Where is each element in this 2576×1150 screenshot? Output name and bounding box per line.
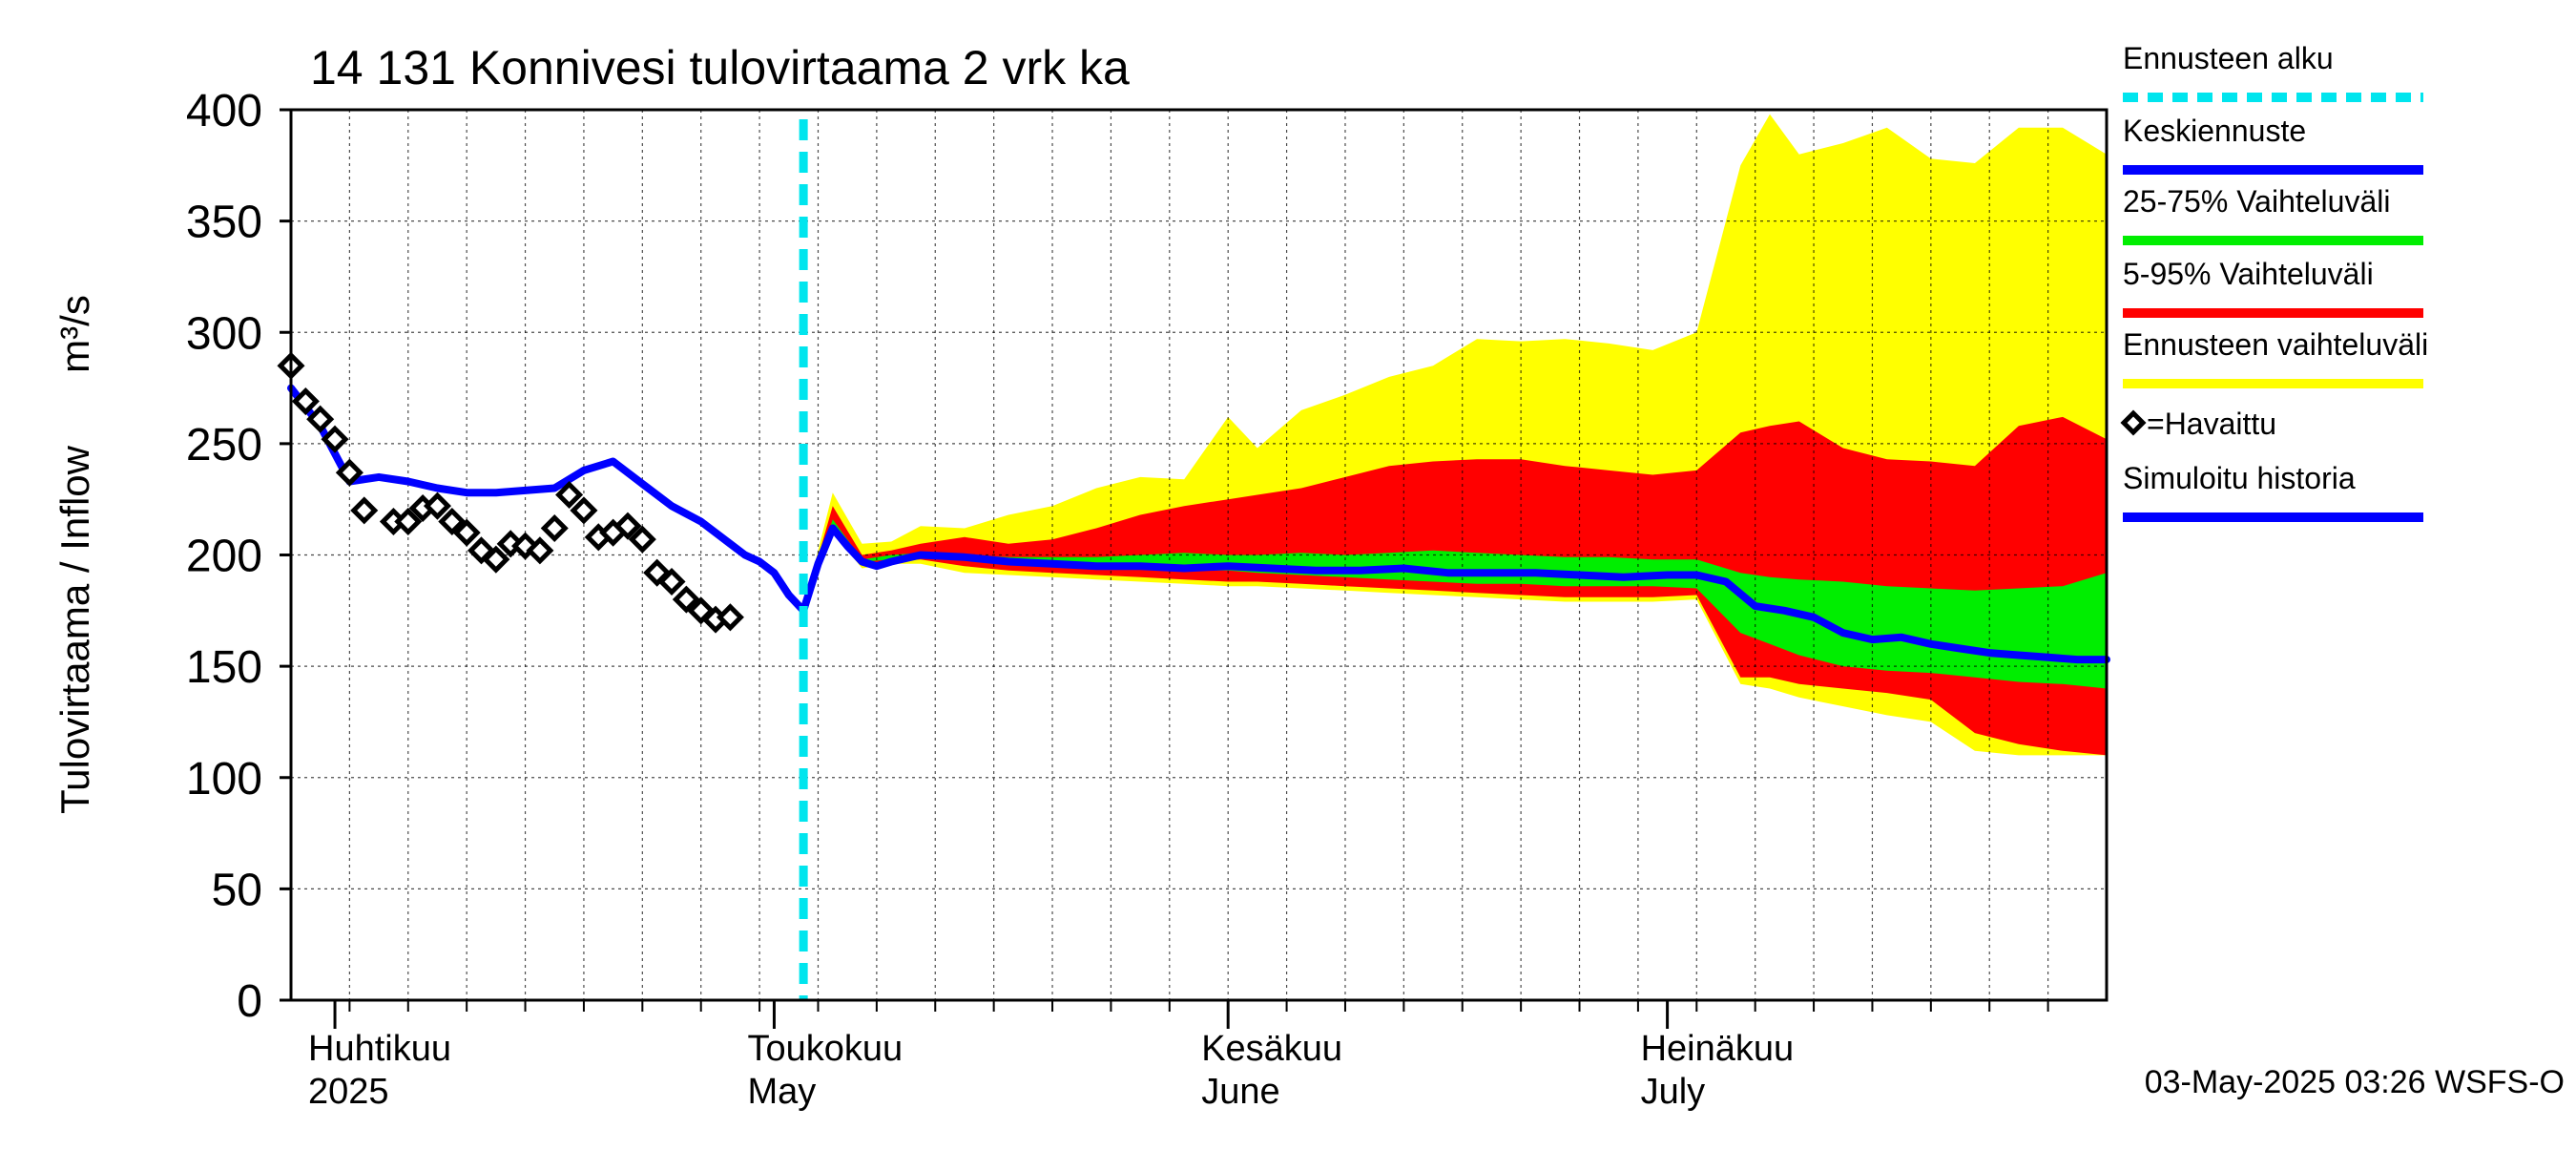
- x-month-label: Kesäkuu: [1201, 1029, 1342, 1069]
- lines-layer: [287, 119, 2110, 1000]
- observed-point: [452, 518, 481, 547]
- y-tick-label: 100: [186, 754, 262, 805]
- observed-point: [438, 507, 467, 536]
- observed-point: [350, 496, 379, 525]
- observed-point: [291, 387, 320, 416]
- y-tick-label: 250: [186, 420, 262, 470]
- observed-point: [540, 513, 569, 543]
- observed-point: [716, 603, 744, 632]
- observed-point: [423, 491, 452, 520]
- x-month-sublabel: 2025: [308, 1072, 389, 1112]
- legend-label: 25-75% Vaihteluväli: [2123, 184, 2390, 219]
- observed-point: [570, 496, 598, 525]
- y-tick-label: 50: [212, 865, 262, 915]
- legend-label: Ennusteen alku: [2123, 41, 2334, 75]
- x-month-sublabel: July: [1641, 1072, 1706, 1112]
- legend-label: =Havaittu: [2147, 407, 2276, 441]
- series-keskiennuste: [800, 524, 2110, 664]
- observed-point: [628, 525, 656, 554]
- points-layer: [277, 351, 744, 634]
- legend-label: Ennusteen vaihteluväli: [2123, 327, 2428, 362]
- chart-title: 14 131 Konnivesi tulovirtaama 2 vrk ka: [310, 41, 1130, 94]
- bands-layer: [803, 114, 2107, 756]
- x-month-sublabel: May: [747, 1072, 816, 1112]
- y-tick-label: 150: [186, 642, 262, 693]
- legend-label: Keskiennuste: [2123, 114, 2306, 148]
- y-tick-label: 400: [186, 86, 262, 136]
- observed-point: [482, 545, 510, 574]
- series-simuloitu-historia: [287, 384, 808, 615]
- observed-point: [394, 507, 423, 536]
- observed-point: [335, 458, 364, 487]
- x-month-label: Toukokuu: [747, 1029, 903, 1069]
- band-25-75-vaihteluv-li: [803, 519, 2107, 689]
- x-month-label: Heinäkuu: [1641, 1029, 1795, 1069]
- legend-label: Simuloitu historia: [2123, 461, 2356, 495]
- y-tick-label: 350: [186, 198, 262, 248]
- observed-point: [672, 585, 700, 614]
- legend-layer: Ennusteen alku Keskiennuste 25-75% Vaihtel…: [2120, 41, 2428, 522]
- observed-point: [555, 480, 584, 510]
- observed-point: [657, 567, 686, 596]
- footer-timestamp: 03-May-2025 03:26 WSFS-O: [2145, 1064, 2565, 1100]
- x-month-label: Huhtikuu: [308, 1029, 451, 1069]
- observed-point: [321, 425, 349, 453]
- observed-point: [613, 512, 642, 540]
- observed-point: [306, 405, 335, 433]
- x-month-sublabel: June: [1201, 1072, 1279, 1112]
- legend-symbol: [2120, 409, 2147, 436]
- y-axis-unit: m³/s: [52, 295, 97, 373]
- y-axis-label: Tulovirtaama / Inflow: [52, 445, 97, 814]
- observed-point: [526, 536, 554, 565]
- y-tick-label: 0: [237, 976, 262, 1027]
- band-5-95-vaihteluv-li: [803, 416, 2107, 756]
- y-tick-label: 300: [186, 308, 262, 359]
- y-tick-label: 200: [186, 532, 262, 582]
- legend-label: 5-95% Vaihteluväli: [2123, 257, 2374, 291]
